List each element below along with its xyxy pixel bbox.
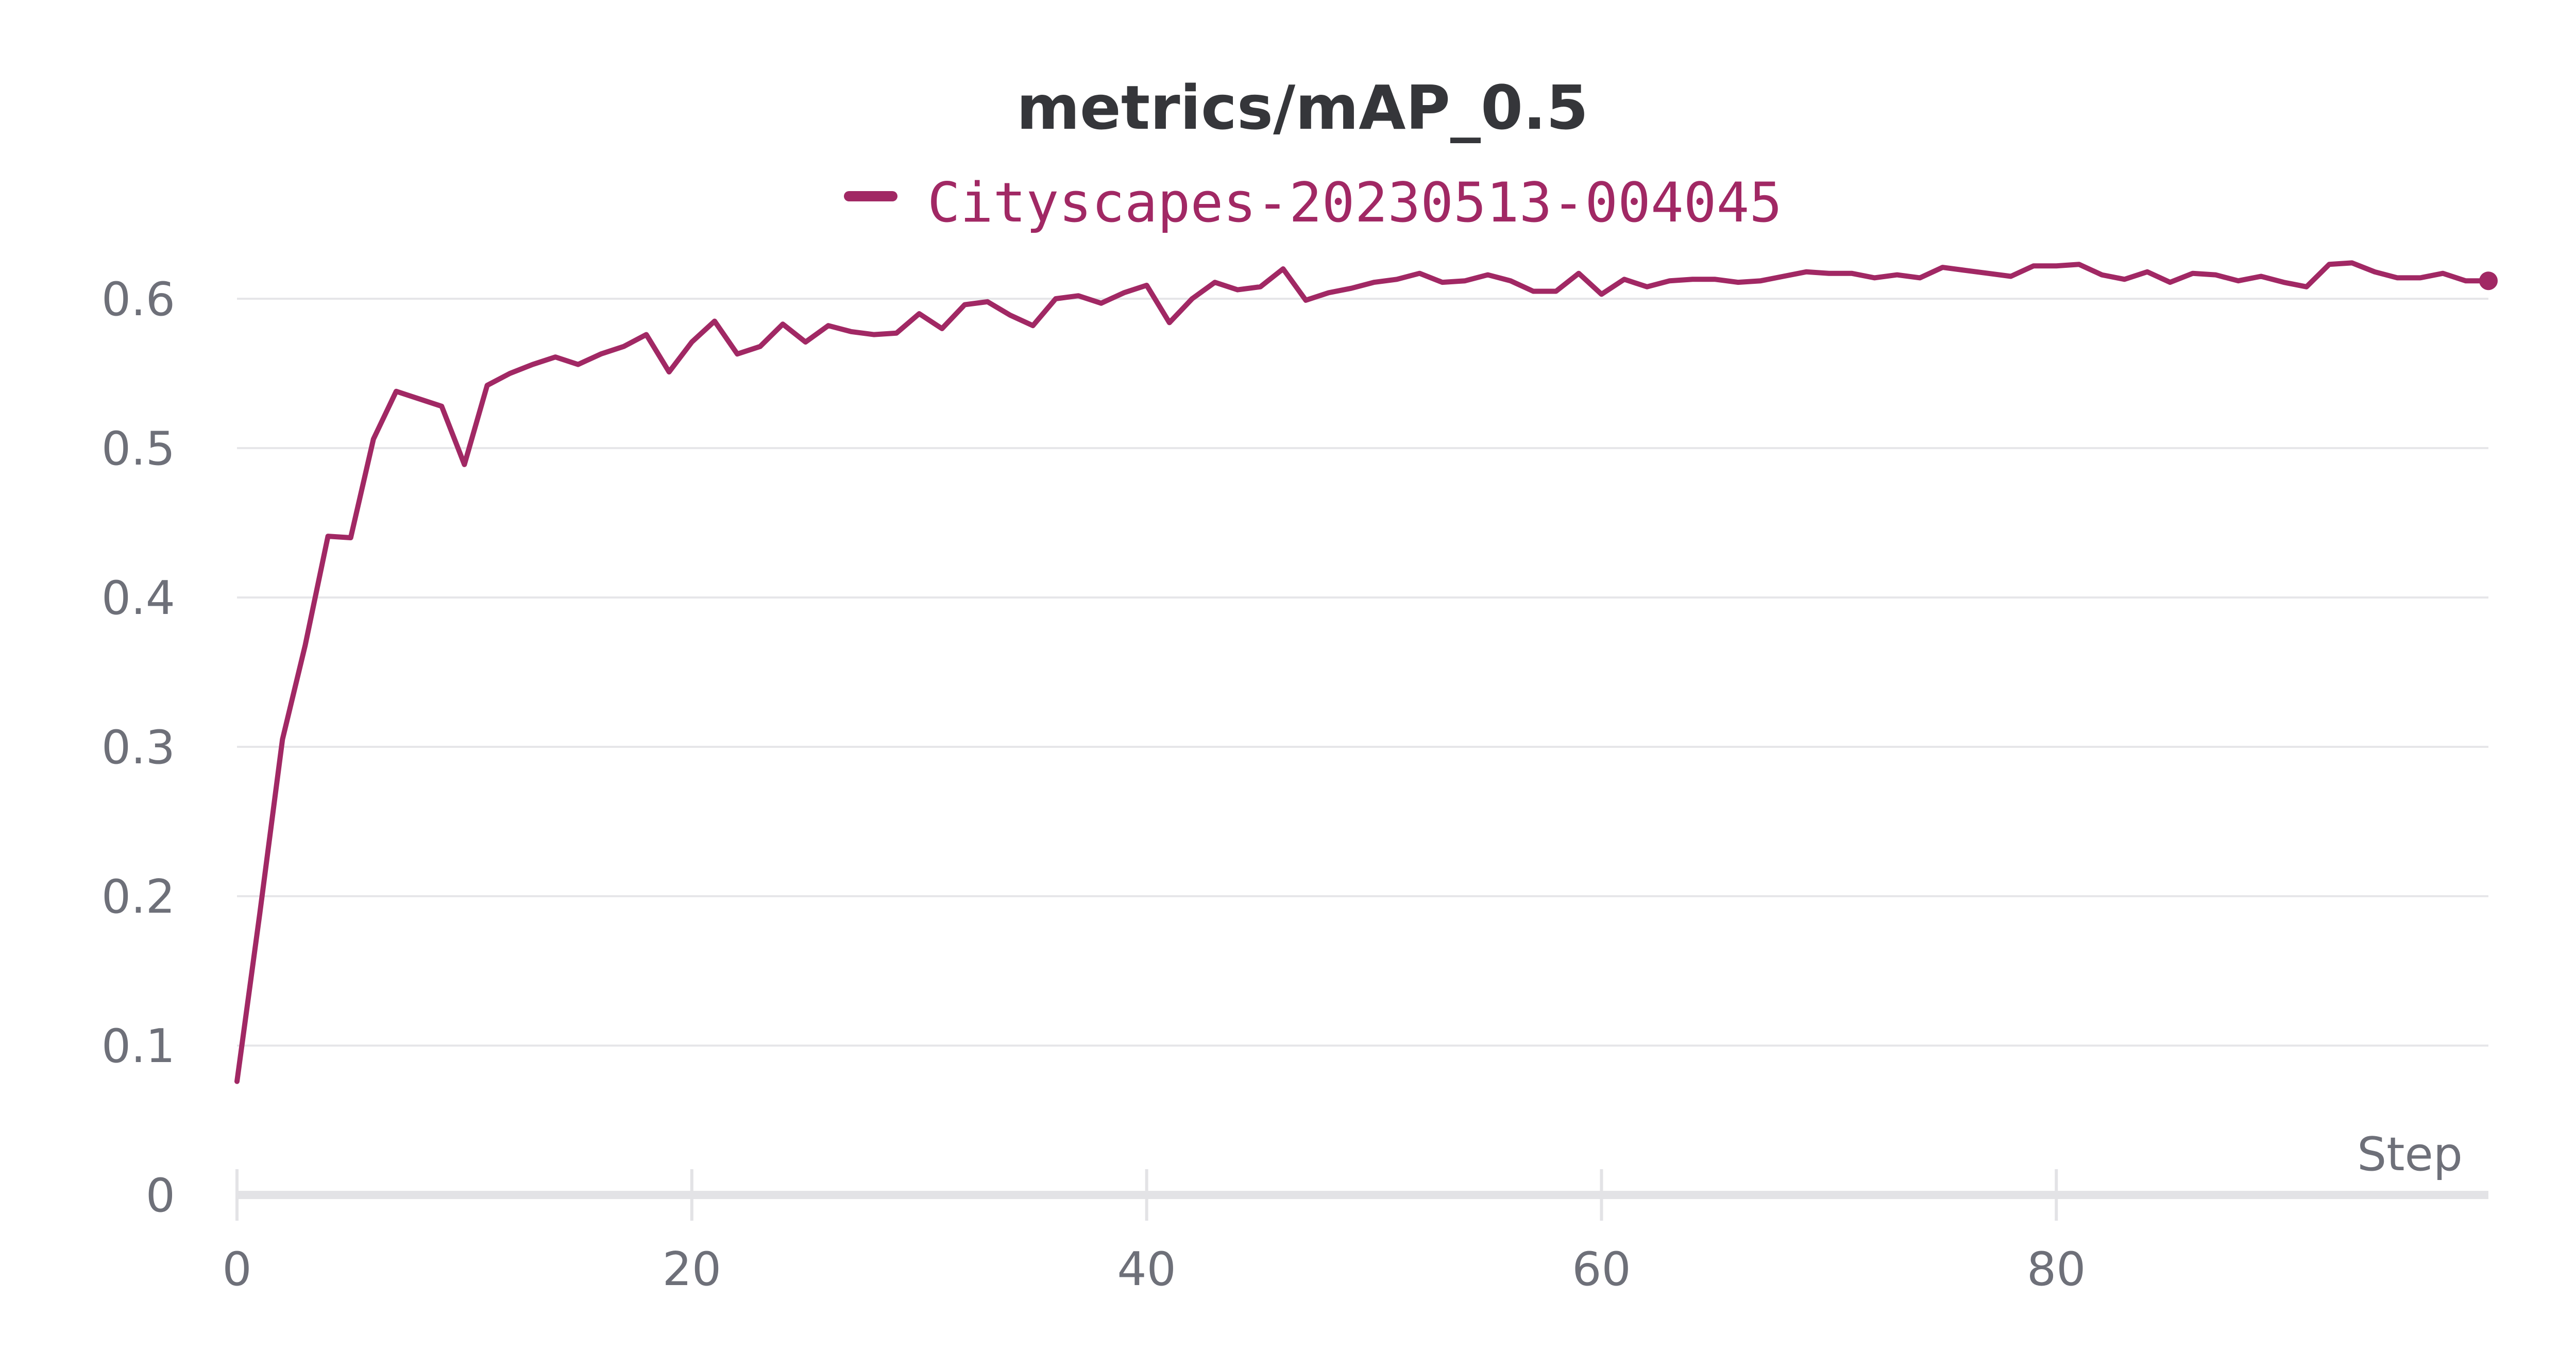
y-axis-ticks: 0 0.1 0.2 0.3 0.4 0.5 0.6	[101, 272, 175, 1223]
legend-label: Cityscapes-20230513-004045	[927, 171, 1782, 234]
x-tick-label: 0	[222, 1242, 251, 1296]
series-layer	[234, 260, 2498, 1084]
series-line-0[interactable]	[234, 260, 2491, 1084]
y-tick-label: 0.1	[101, 1019, 175, 1073]
series-end-point[interactable]	[2479, 271, 2498, 290]
y-tick-label: 0.6	[101, 272, 175, 327]
y-tick-label: 0.2	[101, 870, 175, 924]
y-tick-label: 0.3	[101, 721, 175, 775]
legend-swatch	[844, 191, 897, 201]
x-axis-label: Step	[2357, 1127, 2463, 1182]
chart-title: metrics/mAP_0.5	[1016, 72, 1588, 143]
grid-lines	[237, 298, 2488, 1047]
x-tick-label: 20	[663, 1242, 722, 1296]
x-axis-ticks: 0 20 40 60 80	[222, 1169, 2086, 1296]
x-tick-label: 60	[1572, 1242, 1631, 1296]
x-tick-label: 40	[1117, 1242, 1176, 1296]
x-tick-label: 80	[2027, 1242, 2086, 1296]
y-tick-label: 0.5	[101, 422, 175, 476]
y-tick-label: 0.4	[101, 571, 175, 625]
legend[interactable]: Cityscapes-20230513-004045	[844, 171, 1782, 234]
y-tick-label: 0	[146, 1169, 175, 1223]
